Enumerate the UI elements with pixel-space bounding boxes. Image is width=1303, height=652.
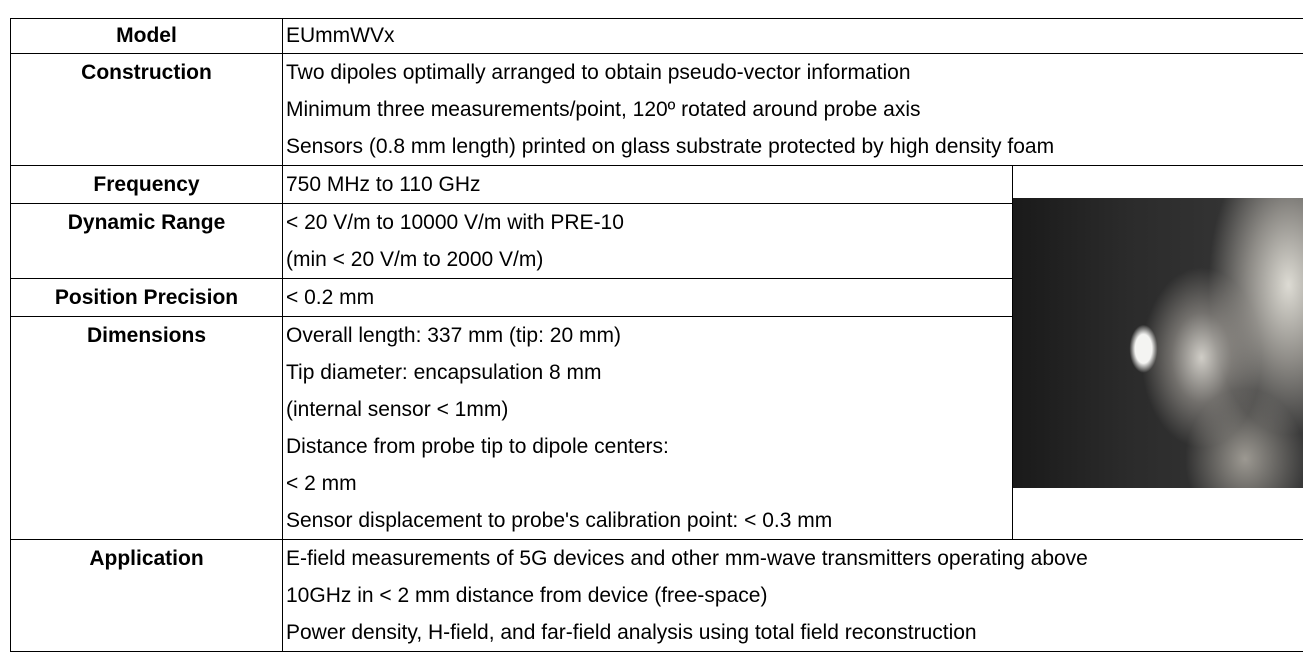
value-line: < 0.2 mm — [286, 279, 1012, 316]
value-line: < 2 mm — [286, 465, 1012, 502]
value-line: Distance from probe tip to dipole center… — [286, 428, 1012, 465]
row-label: Dynamic Range — [11, 204, 283, 279]
label-text: Dimensions — [11, 317, 282, 354]
photo-cell — [1013, 166, 1303, 540]
row-label: Position Precision — [11, 279, 283, 317]
row-label: Frequency — [11, 166, 283, 204]
value-line: Two dipoles optimally arranged to obtain… — [286, 54, 1303, 91]
row-label: Construction — [11, 54, 283, 166]
page: {"table": {"rows": [ {"label": "Model", … — [0, 0, 1303, 650]
row-value: < 0.2 mm — [283, 279, 1013, 317]
label-text: Dynamic Range — [11, 204, 282, 241]
value-line: (internal sensor < 1mm) — [286, 391, 1012, 428]
row-value: EUmmWVx — [283, 19, 1303, 54]
label-text: Position Precision — [11, 279, 282, 316]
row-value: Two dipoles optimally arranged to obtain… — [283, 54, 1303, 166]
value-line: EUmmWVx — [286, 19, 1303, 53]
row-label: Model — [11, 19, 283, 54]
label-text: Model — [11, 19, 282, 53]
row-label: Application — [11, 540, 283, 652]
value-line: (min < 20 V/m to 2000 V/m) — [286, 241, 1012, 278]
value-line: Sensor displacement to probe's calibrati… — [286, 502, 1012, 539]
row-value: < 20 V/m to 10000 V/m with PRE-10(min < … — [283, 204, 1013, 279]
value-line: 750 MHz to 110 GHz — [286, 166, 1012, 203]
row-value: 750 MHz to 110 GHz — [283, 166, 1013, 204]
row-value: Overall length: 337 mm (tip: 20 mm)Tip d… — [283, 317, 1013, 540]
label-text: Construction — [11, 54, 282, 91]
value-line: < 20 V/m to 10000 V/m with PRE-10 — [286, 204, 1012, 241]
value-line: E-field measurements of 5G devices and o… — [286, 540, 1303, 577]
value-line: Sensors (0.8 mm length) printed on glass… — [286, 128, 1303, 165]
row-value: E-field measurements of 5G devices and o… — [283, 540, 1303, 652]
value-line: Tip diameter: encapsulation 8 mm — [286, 354, 1012, 391]
value-line: Power density, H-field, and far-field an… — [286, 614, 1303, 651]
value-line: 10GHz in < 2 mm distance from device (fr… — [286, 577, 1303, 614]
probe-photo — [1013, 198, 1303, 488]
value-line: Overall length: 337 mm (tip: 20 mm) — [286, 317, 1012, 354]
value-line: Minimum three measurements/point, 120º r… — [286, 91, 1303, 128]
row-label: Dimensions — [11, 317, 283, 540]
label-text: Frequency — [11, 166, 282, 203]
label-text: Application — [11, 540, 282, 577]
